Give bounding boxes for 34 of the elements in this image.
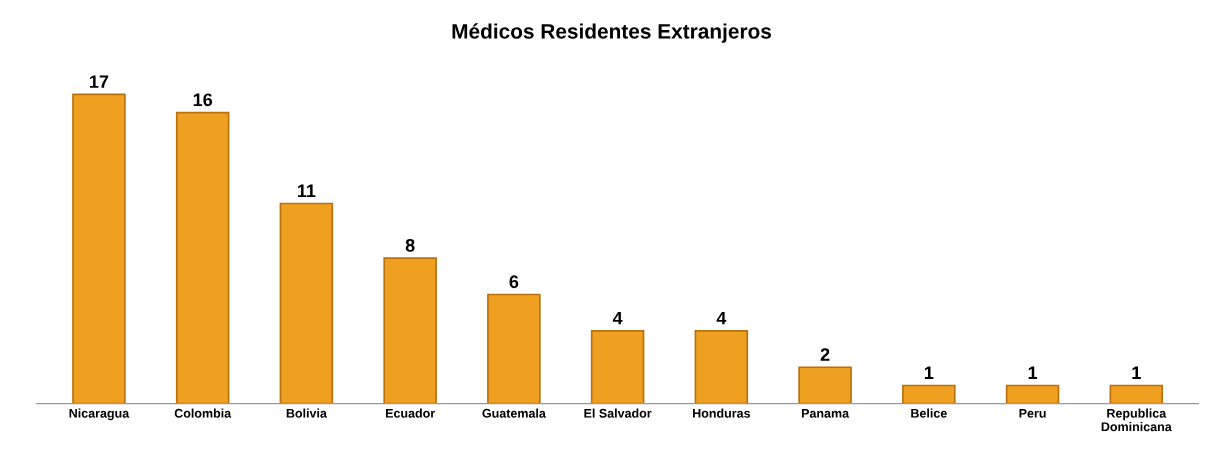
x-tick-label: Bolivia — [286, 408, 327, 418]
bar — [383, 257, 437, 404]
x-tick-label: Peru — [1019, 409, 1046, 418]
x-tick-label: Honduras — [693, 408, 751, 418]
bar — [279, 202, 334, 404]
x-tick-label: El Salvador — [584, 408, 652, 418]
x-tick-label: Panama — [801, 409, 850, 418]
data-label: 11 — [298, 184, 316, 197]
chart-title: Médicos Residentes Extranjeros — [452, 23, 772, 43]
bar — [798, 366, 852, 404]
bar — [902, 384, 956, 404]
data-label: 2 — [820, 348, 830, 361]
bar — [72, 93, 126, 404]
x-tick-label: Guatemala — [482, 408, 546, 418]
data-label: 4 — [716, 311, 727, 325]
x-tick-label: Ecuador — [385, 408, 435, 418]
bar — [590, 330, 645, 404]
bar — [175, 111, 230, 404]
bar — [1005, 384, 1060, 404]
bar — [487, 293, 541, 404]
x-tick-label: Republica Dominicana — [1101, 408, 1172, 432]
bar — [694, 330, 749, 404]
data-label: 6 — [509, 275, 519, 289]
bar — [1109, 384, 1164, 404]
data-label: 16 — [193, 93, 213, 107]
x-tick-label: Nicaragua — [69, 408, 130, 421]
data-label: 1 — [1028, 366, 1038, 379]
x-tick-label: Belice — [911, 408, 947, 418]
data-label: 1 — [1132, 366, 1141, 379]
data-label: 8 — [405, 238, 415, 252]
data-label: 17 — [90, 75, 109, 88]
data-label: 4 — [612, 311, 623, 325]
data-label: 1 — [924, 366, 934, 379]
x-tick-label: Colombia — [174, 408, 232, 418]
